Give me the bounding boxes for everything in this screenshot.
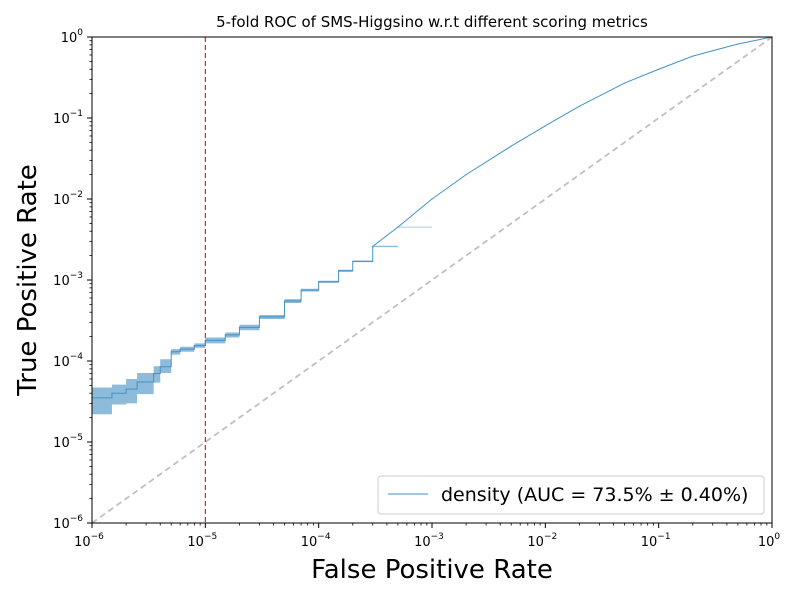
roc-point xyxy=(204,339,206,341)
y-tick-label: 10−5 xyxy=(53,433,83,451)
roc-point xyxy=(224,334,226,336)
roc-point xyxy=(238,326,241,328)
roc-point xyxy=(737,43,739,45)
roc-point xyxy=(283,300,286,302)
roc-point xyxy=(193,344,195,347)
roc-point xyxy=(658,68,660,70)
y-tick-label: 10−3 xyxy=(53,271,83,289)
roc-point xyxy=(352,260,354,262)
roc-point xyxy=(544,125,546,127)
roc-point xyxy=(170,351,172,353)
roc-point xyxy=(111,392,113,394)
roc-point xyxy=(300,289,302,291)
roc-point xyxy=(510,145,512,147)
roc-point xyxy=(159,366,161,368)
roc-point xyxy=(179,348,181,350)
legend-label: density (AUC = 73.5% ± 0.40%) xyxy=(441,484,748,506)
x-tick-label: 10−6 xyxy=(74,532,104,550)
x-tick-label: 10−5 xyxy=(187,532,217,550)
y-axis-label: True Positive Rate xyxy=(13,164,43,397)
x-tick-label: 10−2 xyxy=(527,532,557,550)
roc-point xyxy=(136,381,138,383)
roc-point xyxy=(623,82,626,84)
y-tick-label: 100 xyxy=(61,28,84,46)
y-tick-label: 10−1 xyxy=(53,109,83,127)
roc-point xyxy=(372,245,374,247)
y-axis-ticks: 10−6 10−5 10−4 10−3 10−2 10−1 100 xyxy=(53,28,92,532)
chart-title: 5-fold ROC of SMS-Higgsino w.r.t differe… xyxy=(216,13,648,31)
roc-point xyxy=(397,226,399,228)
x-axis-label: False Positive Rate xyxy=(311,555,553,585)
roc-point xyxy=(692,55,694,57)
roc-point xyxy=(153,372,155,375)
roc-point xyxy=(258,316,261,318)
confidence-bands xyxy=(92,37,772,415)
roc-point xyxy=(318,281,320,283)
roc-point xyxy=(338,270,340,272)
x-tick-label: 100 xyxy=(758,532,781,550)
y-tick-label: 10−4 xyxy=(53,352,83,370)
confidence-band-0 xyxy=(92,37,772,415)
roc-point xyxy=(145,381,147,383)
roc-point xyxy=(431,198,433,200)
reference-lines xyxy=(91,36,773,524)
legend: density (AUC = 73.5% ± 0.40%) xyxy=(377,475,765,515)
roc-point xyxy=(465,174,467,176)
legend-box xyxy=(377,475,765,515)
y-tick-label: 10−6 xyxy=(53,514,83,532)
x-tick-label: 10−1 xyxy=(641,532,671,550)
series-lines xyxy=(91,36,773,399)
x-tick-label: 10−4 xyxy=(301,532,331,550)
y-tick-label: 10−2 xyxy=(53,190,83,208)
roc-point xyxy=(578,105,581,107)
x-axis-ticks: 10−6 10−5 10−4 10−3 10−2 10−1 100 xyxy=(74,523,780,550)
roc-point xyxy=(125,388,127,390)
plot-area xyxy=(91,36,773,524)
x-tick-label: 10−3 xyxy=(414,532,444,550)
